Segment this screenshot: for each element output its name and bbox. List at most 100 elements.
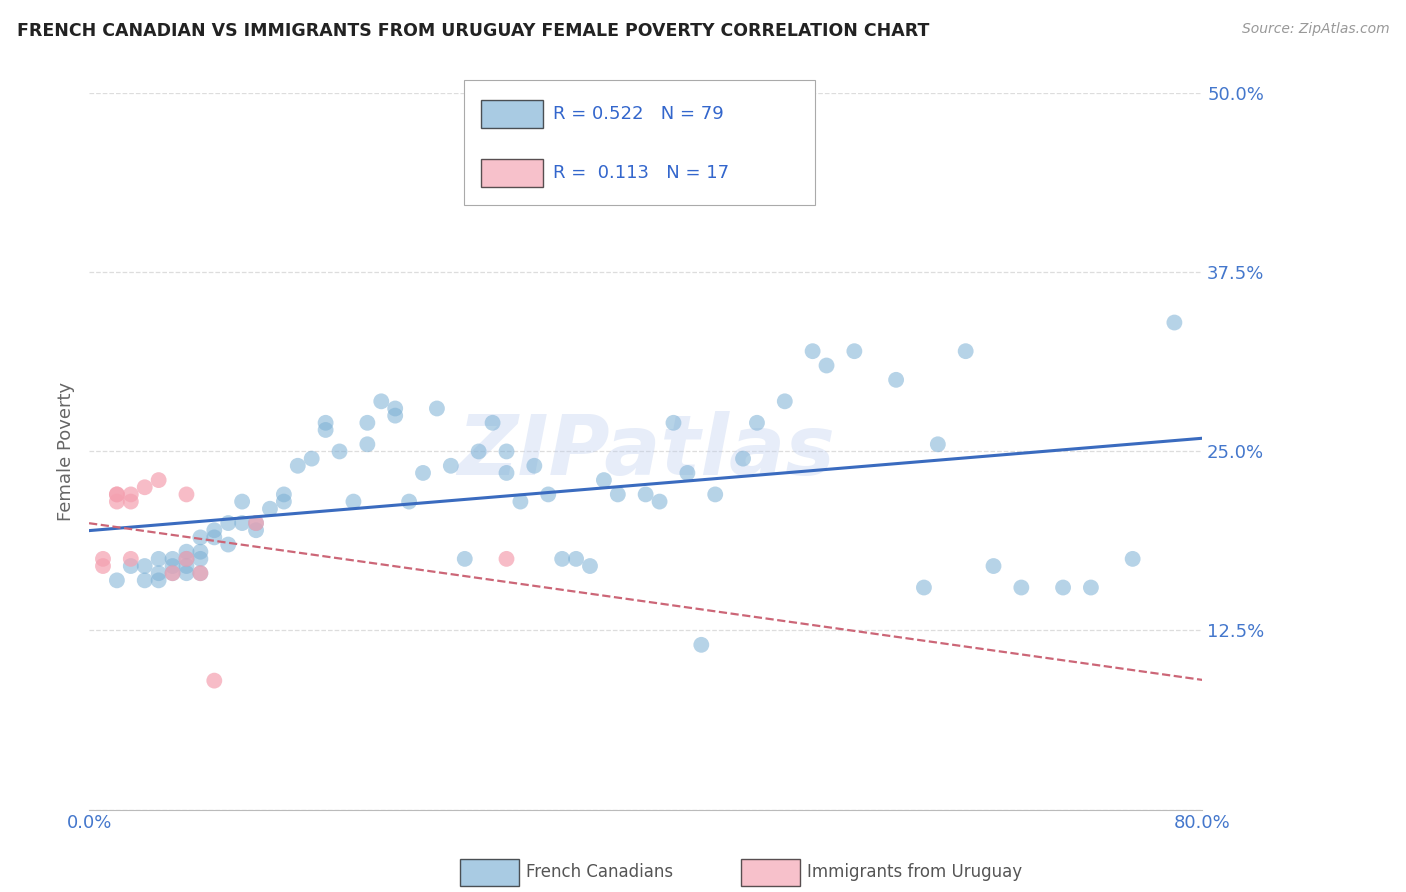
Point xyxy=(202,673,225,688)
Point xyxy=(912,581,935,595)
Point xyxy=(745,416,768,430)
Point xyxy=(884,373,907,387)
Point xyxy=(245,516,267,530)
Point xyxy=(190,566,212,581)
Point xyxy=(91,552,114,566)
Point xyxy=(190,545,212,559)
Point xyxy=(162,552,184,566)
Point xyxy=(606,487,628,501)
Point xyxy=(176,552,198,566)
Point xyxy=(579,559,602,574)
Point xyxy=(217,516,239,530)
Point xyxy=(202,530,225,544)
Text: R = 0.522   N = 79: R = 0.522 N = 79 xyxy=(553,105,723,123)
Point xyxy=(342,494,364,508)
Point xyxy=(134,574,156,588)
Point xyxy=(162,559,184,574)
Point xyxy=(105,487,128,501)
Point xyxy=(801,344,824,359)
Point xyxy=(593,473,616,487)
Point xyxy=(148,566,170,581)
Point xyxy=(120,487,142,501)
Point xyxy=(148,552,170,566)
Point xyxy=(162,566,184,581)
Point xyxy=(398,494,420,508)
Point xyxy=(467,444,489,458)
Point xyxy=(384,409,406,423)
Point xyxy=(176,552,198,566)
Point xyxy=(1163,316,1185,330)
Point xyxy=(120,559,142,574)
Point xyxy=(91,559,114,574)
Point xyxy=(454,552,477,566)
Point xyxy=(648,494,671,508)
Point xyxy=(1122,552,1144,566)
Point xyxy=(370,394,392,409)
Point xyxy=(690,638,713,652)
Point xyxy=(134,559,156,574)
Point xyxy=(773,394,796,409)
Point xyxy=(356,437,378,451)
Text: ZIPatlas: ZIPatlas xyxy=(457,411,835,492)
Text: R =  0.113   N = 17: R = 0.113 N = 17 xyxy=(553,164,728,182)
Point xyxy=(176,487,198,501)
Point xyxy=(190,552,212,566)
Point xyxy=(412,466,434,480)
Point xyxy=(384,401,406,416)
Point xyxy=(426,401,449,416)
Point xyxy=(217,537,239,551)
Point xyxy=(273,487,295,501)
Point xyxy=(731,451,754,466)
Point xyxy=(495,552,517,566)
Point xyxy=(245,523,267,537)
Point xyxy=(523,458,546,473)
Point xyxy=(259,501,281,516)
Point xyxy=(176,566,198,581)
Point xyxy=(328,444,350,458)
Point xyxy=(273,494,295,508)
Point xyxy=(162,566,184,581)
Point xyxy=(245,516,267,530)
Point xyxy=(105,574,128,588)
Point xyxy=(509,494,531,508)
Point xyxy=(704,487,727,501)
Point xyxy=(955,344,977,359)
Point xyxy=(202,523,225,537)
Point xyxy=(983,559,1005,574)
Point xyxy=(176,545,198,559)
Point xyxy=(190,566,212,581)
Point xyxy=(844,344,866,359)
Y-axis label: Female Poverty: Female Poverty xyxy=(58,382,75,521)
Point xyxy=(495,444,517,458)
Point xyxy=(1080,581,1102,595)
Point xyxy=(105,487,128,501)
Point xyxy=(315,423,337,437)
Point xyxy=(287,458,309,473)
Point xyxy=(120,494,142,508)
Point xyxy=(301,451,323,466)
Point xyxy=(634,487,657,501)
Point xyxy=(440,458,463,473)
Point xyxy=(190,530,212,544)
Point xyxy=(105,494,128,508)
Point xyxy=(1052,581,1074,595)
Point xyxy=(495,466,517,480)
Point xyxy=(356,416,378,430)
Point xyxy=(231,516,253,530)
Text: Source: ZipAtlas.com: Source: ZipAtlas.com xyxy=(1241,22,1389,37)
Point xyxy=(565,552,588,566)
Point xyxy=(481,416,503,430)
Point xyxy=(815,359,838,373)
Point xyxy=(927,437,949,451)
Point xyxy=(537,487,560,501)
Text: French Canadians: French Canadians xyxy=(526,863,673,881)
Point xyxy=(176,559,198,574)
Point xyxy=(231,494,253,508)
Text: FRENCH CANADIAN VS IMMIGRANTS FROM URUGUAY FEMALE POVERTY CORRELATION CHART: FRENCH CANADIAN VS IMMIGRANTS FROM URUGU… xyxy=(17,22,929,40)
Text: Immigrants from Uruguay: Immigrants from Uruguay xyxy=(807,863,1022,881)
Point xyxy=(1010,581,1032,595)
Point xyxy=(134,480,156,494)
Point xyxy=(148,574,170,588)
Point xyxy=(551,552,574,566)
Point xyxy=(662,416,685,430)
